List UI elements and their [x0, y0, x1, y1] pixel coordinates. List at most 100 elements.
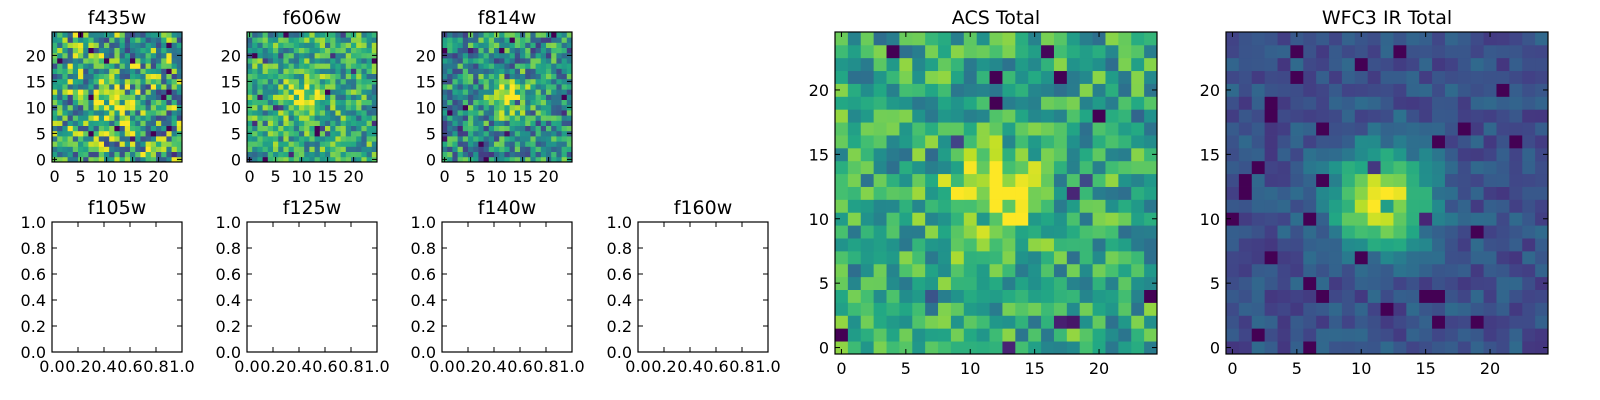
heatmap-cell: [150, 37, 157, 43]
heatmap-cell: [551, 42, 557, 48]
heatmap-cell: [57, 32, 63, 38]
heatmap-cell: [963, 109, 978, 123]
heatmap-cell: [371, 84, 378, 90]
heatmap-cell: [361, 63, 367, 69]
heatmap-cell: [494, 125, 500, 132]
heatmap-cell: [309, 84, 315, 90]
heatmap-cell: [1380, 109, 1394, 123]
heatmap-cell: [288, 136, 295, 142]
heatmap-cell: [473, 151, 479, 158]
heatmap-cell: [1406, 135, 1420, 149]
heatmap-cell: [566, 151, 573, 158]
heatmap-cell: [293, 37, 300, 43]
heatmap-cell: [166, 141, 172, 147]
heatmap-cell: [257, 104, 263, 111]
heatmap-cell: [546, 141, 552, 147]
heatmap-cell: [262, 47, 269, 54]
heatmap-cell: [1144, 250, 1158, 265]
heatmap-cell: [886, 160, 900, 175]
heatmap-cell: [912, 173, 926, 187]
heatmap-cell: [546, 94, 552, 100]
heatmap-cell: [140, 120, 146, 126]
heatmap-cell: [171, 130, 178, 137]
heatmap-cell: [1092, 32, 1106, 46]
heatmap-cell: [556, 94, 562, 100]
heatmap-cell: [546, 115, 552, 121]
heatmap-cell: [124, 89, 131, 95]
heatmap-cell: [161, 146, 167, 152]
heatmap-cell: [62, 37, 68, 43]
heatmap-cell: [262, 94, 269, 100]
heatmap-cell: [252, 84, 258, 90]
heatmap-cell: [88, 58, 94, 64]
heatmap-cell: [325, 47, 331, 54]
heatmap-cell: [150, 136, 157, 142]
heatmap-cell: [546, 37, 552, 43]
x-tick-label: 10: [486, 167, 506, 186]
heatmap-cell: [1522, 70, 1536, 84]
heatmap-cell: [1535, 57, 1549, 72]
heatmap-cell: [540, 120, 547, 126]
heatmap-cell: [351, 120, 357, 126]
heatmap-cell: [468, 104, 474, 111]
heatmap-cell: [104, 146, 110, 152]
heatmap-cell: [330, 89, 336, 95]
heatmap-cell: [78, 110, 84, 116]
heatmap-cell: [278, 130, 284, 137]
heatmap-cell: [1092, 199, 1106, 213]
heatmap-cell: [1470, 341, 1484, 355]
heatmap-cell: [171, 120, 178, 126]
heatmap-cell: [847, 96, 862, 110]
heatmap-cell: [535, 136, 542, 142]
heatmap-cell: [361, 89, 367, 95]
heatmap-cell: [57, 47, 63, 54]
heatmap-cell: [304, 37, 310, 43]
heatmap-cell: [1329, 96, 1343, 110]
heatmap-cell: [566, 89, 573, 95]
heatmap-cell: [262, 99, 269, 106]
heatmap-cell: [52, 94, 58, 100]
heatmap-cell: [1380, 341, 1394, 355]
heatmap-cell: [1380, 199, 1394, 213]
heatmap-cell: [1238, 315, 1253, 329]
heatmap-cell: [525, 151, 531, 158]
heatmap-cell: [873, 302, 887, 316]
heatmap-cell: [488, 115, 495, 121]
heatmap-cell: [330, 146, 336, 152]
heatmap-cell: [340, 47, 347, 54]
x-tick-label: 0: [836, 359, 846, 378]
heatmap-cell: [886, 302, 900, 316]
heatmap-cell: [67, 52, 74, 59]
heatmap-cell: [1290, 122, 1304, 136]
heatmap-cell: [109, 63, 115, 69]
heatmap-cell: [912, 57, 926, 72]
heatmap-cell: [478, 120, 484, 126]
y-tick-label: 5: [1210, 274, 1220, 293]
heatmap-cell: [1066, 289, 1081, 303]
heatmap-cell: [1028, 263, 1042, 278]
heatmap-cell: [1105, 276, 1119, 290]
heatmap-cell: [540, 94, 547, 100]
heatmap-cell: [1406, 44, 1420, 59]
heatmap-cell: [273, 68, 279, 74]
heatmap-cell: [530, 94, 536, 100]
heatmap-cell: [150, 94, 157, 100]
heatmap-cell: [93, 136, 100, 142]
heatmap-cell: [950, 328, 965, 342]
heatmap-cell: [135, 68, 141, 74]
heatmap-cell: [267, 136, 274, 142]
heatmap-cell: [462, 136, 469, 142]
heatmap-cell: [267, 120, 274, 126]
heatmap-cell: [1264, 32, 1278, 46]
heatmap-cell: [330, 136, 336, 142]
heatmap-cell: [1264, 289, 1278, 303]
heatmap-cell: [156, 73, 162, 80]
heatmap-cell: [252, 89, 258, 95]
heatmap-cell: [442, 94, 448, 100]
heatmap-cell: [566, 110, 573, 116]
heatmap-cell: [1105, 173, 1119, 187]
heatmap-cell: [963, 328, 978, 342]
heatmap-cell: [371, 141, 378, 147]
heatmap-cell: [835, 57, 849, 72]
